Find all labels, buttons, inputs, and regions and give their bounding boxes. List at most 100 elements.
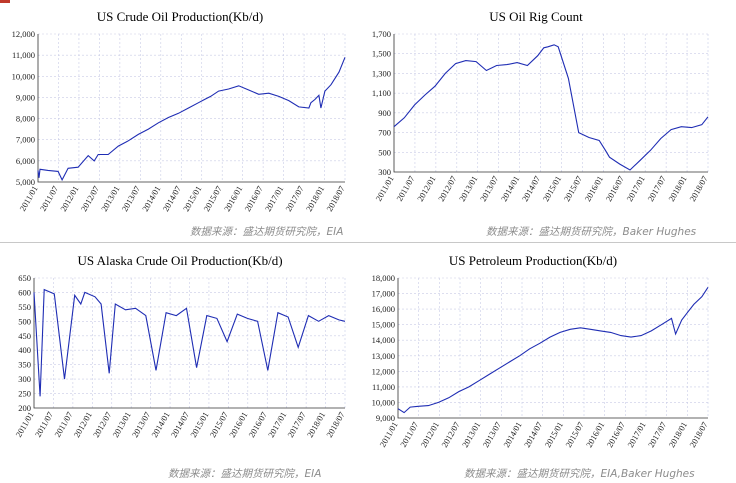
x-tick-label: 2017/01 <box>625 420 648 449</box>
y-tick-label: 550 <box>18 302 31 312</box>
y-tick-label: 350 <box>18 360 31 370</box>
x-tick-label: 2016/07 <box>242 184 265 213</box>
y-tick-label: 15,000 <box>372 320 395 330</box>
chart-panel-alaska: US Alaska Crude Oil Production(Kb/d) 200 2… <box>0 248 358 460</box>
y-tick-label: 8,000 <box>16 114 35 124</box>
y-tick-label: 10,000 <box>12 71 35 81</box>
x-tick-label: 2014/07 <box>522 420 545 449</box>
chart-svg: US Oil Rig Count 300 500 700 900 1,100 1,300 1,… <box>372 9 710 203</box>
y-tick-label: 9,000 <box>16 92 35 102</box>
y-tick-label: 200 <box>18 403 31 413</box>
x-tick-label: 2018/01 <box>304 184 327 213</box>
y-tick-label: 1,300 <box>372 68 391 78</box>
y-tick-label: 11,000 <box>372 382 395 392</box>
y-tick-label: 700 <box>378 128 391 138</box>
chart-svg: US Alaska Crude Oil Production(Kb/d) 200 2… <box>13 253 347 439</box>
x-tick-label: 2018/01 <box>666 174 689 203</box>
y-tick-label: 6,000 <box>16 156 35 166</box>
y-tick-label: 5,000 <box>16 177 35 187</box>
source-note-bottom-left: 数据来源：盛达期货研究院，EIA <box>168 468 322 480</box>
x-tick-label: 2012/01 <box>415 174 438 203</box>
x-tick-label: 2012/07 <box>436 174 459 203</box>
y-tick-label: 16,000 <box>372 304 395 314</box>
x-tick-label: 2013/07 <box>119 184 142 213</box>
y-tick-label: 650 <box>18 273 31 283</box>
divider-top <box>0 242 736 243</box>
chart-svg: US Crude Oil Production(Kb/d) 5,000 6,000 7… <box>12 9 347 213</box>
x-tick-label: 2018/07 <box>324 410 347 439</box>
x-tick-label: 2016/01 <box>584 420 607 449</box>
accent-mark <box>0 0 10 3</box>
x-tick-label: 2011/07 <box>398 420 420 449</box>
y-tick-label: 12,000 <box>372 366 395 376</box>
x-tick-label: 2018/07 <box>687 420 710 449</box>
x-tick-label: 2017/07 <box>646 420 669 449</box>
y-tick-label: 600 <box>18 287 31 297</box>
source-note-bottom-right: 数据来源：盛达期货研究院，EIA,Baker Hughes <box>464 468 695 480</box>
x-tick-label: 2013/01 <box>457 174 480 203</box>
chart-panel-crude-oil: US Crude Oil Production(Kb/d) 5,000 6,000 7… <box>0 4 358 219</box>
y-tick-label: 300 <box>378 167 391 177</box>
axis-line <box>397 278 708 419</box>
y-tick-label: 18,000 <box>372 273 395 283</box>
y-tick-label: 500 <box>378 147 391 157</box>
x-tick-label: 2015/01 <box>542 420 565 449</box>
y-tick-label: 1,500 <box>372 49 391 59</box>
chart-panel-rig-count: US Oil Rig Count 300 500 700 900 1,100 1,300 1,… <box>358 4 736 219</box>
y-tick-label: 14,000 <box>372 335 395 345</box>
y-tick-label: 10,000 <box>372 397 395 407</box>
x-tick-label: 2017/01 <box>263 184 286 213</box>
x-tick-label: 2012/07 <box>79 184 102 213</box>
y-tick-label: 400 <box>18 345 31 355</box>
x-tick-label: 2011/01 <box>377 420 399 449</box>
axis-line <box>37 34 345 183</box>
x-tick-label: 2012/01 <box>58 184 81 213</box>
x-tick-label: 2013/07 <box>478 174 501 203</box>
x-tick-label: 2018/07 <box>324 184 347 213</box>
x-tick-label: 2016/01 <box>582 174 605 203</box>
x-tick-label: 2017/07 <box>645 174 668 203</box>
chart-svg: US Petroleum Production(Kb/d) 9,000 10,000… <box>372 253 710 449</box>
y-tick-label: 300 <box>18 374 31 384</box>
x-tick-label: 2011/01 <box>17 184 39 213</box>
y-tick-label: 9,000 <box>376 413 395 423</box>
series-line <box>393 44 709 171</box>
series-line <box>37 57 346 182</box>
y-tick-label: 250 <box>18 389 31 399</box>
x-tick-label: 2014/07 <box>160 184 183 213</box>
x-tick-label: 2013/07 <box>480 420 503 449</box>
x-tick-label: 2017/07 <box>283 184 306 213</box>
chart-panel-petroleum: US Petroleum Production(Kb/d) 9,000 10,000… <box>358 248 736 460</box>
x-tick-label: 2016/01 <box>222 184 245 213</box>
chart-title: US Oil Rig Count <box>489 9 583 24</box>
x-tick-label: 2017/01 <box>624 174 647 203</box>
y-tick-label: 13,000 <box>372 351 395 361</box>
x-tick-label: 2016/07 <box>603 174 626 203</box>
axis-line <box>393 34 708 173</box>
y-tick-label: 450 <box>18 331 31 341</box>
chart-title: US Alaska Crude Oil Production(Kb/d) <box>77 253 282 268</box>
y-tick-label: 1,700 <box>372 29 391 39</box>
y-tick-label: 12,000 <box>12 29 35 39</box>
x-tick-label: 2012/01 <box>418 420 441 449</box>
x-tick-label: 2012/07 <box>439 420 462 449</box>
x-tick-label: 2015/07 <box>563 420 586 449</box>
x-tick-label: 2018/01 <box>666 420 689 449</box>
x-tick-label: 2014/01 <box>499 174 522 203</box>
x-tick-label: 2015/07 <box>201 184 224 213</box>
y-tick-label: 11,000 <box>12 50 35 60</box>
x-tick-label: 2011/01 <box>373 174 395 203</box>
x-tick-label: 2018/07 <box>687 174 710 203</box>
chart-title: US Petroleum Production(Kb/d) <box>449 253 617 268</box>
y-tick-label: 900 <box>378 108 391 118</box>
y-tick-label: 1,100 <box>372 88 391 98</box>
y-tick-label: 17,000 <box>372 289 395 299</box>
x-tick-label: 2014/07 <box>520 174 543 203</box>
x-tick-label: 2011/07 <box>394 174 416 203</box>
x-tick-label: 2016/07 <box>604 420 627 449</box>
x-tick-label: 2013/01 <box>460 420 483 449</box>
chart-title: US Crude Oil Production(Kb/d) <box>97 9 263 24</box>
axis-line <box>33 278 345 409</box>
x-tick-label: 2014/01 <box>501 420 524 449</box>
x-tick-label: 2015/01 <box>181 184 204 213</box>
